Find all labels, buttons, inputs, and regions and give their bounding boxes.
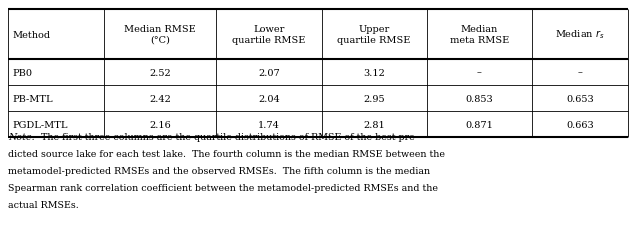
Text: 0.871: 0.871 (465, 120, 493, 129)
Text: metamodel-predicted RMSEs and the observed RMSEs.  The fifth column is the media: metamodel-predicted RMSEs and the observ… (8, 166, 430, 175)
Text: dicted source lake for each test lake.  The fourth column is the median RMSE bet: dicted source lake for each test lake. T… (8, 149, 445, 158)
Text: Median $r_s$: Median $r_s$ (555, 28, 605, 41)
Text: 2.04: 2.04 (258, 94, 280, 103)
Text: The first three columns are the quartile distributions of RMSE of the best pre-: The first three columns are the quartile… (35, 132, 418, 141)
Text: 2.95: 2.95 (364, 94, 385, 103)
Text: Lower
quartile RMSE: Lower quartile RMSE (232, 25, 306, 45)
Text: 2.07: 2.07 (258, 68, 280, 77)
Text: Median RMSE
(°C): Median RMSE (°C) (124, 25, 196, 45)
Text: actual RMSEs.: actual RMSEs. (8, 200, 79, 209)
Text: Spearman rank correlation coefficient between the metamodel-predicted RMSEs and : Spearman rank correlation coefficient be… (8, 183, 438, 192)
Text: PGDL-MTL: PGDL-MTL (12, 120, 67, 129)
Text: Median
meta RMSE: Median meta RMSE (450, 25, 509, 45)
Text: 0.853: 0.853 (465, 94, 493, 103)
Text: PB0: PB0 (12, 68, 32, 77)
Text: Note.: Note. (8, 132, 35, 141)
Text: 3.12: 3.12 (364, 68, 385, 77)
Text: –: – (577, 68, 582, 77)
Text: –: – (477, 68, 482, 77)
Text: 2.42: 2.42 (149, 94, 171, 103)
Text: PB-MTL: PB-MTL (12, 94, 52, 103)
Text: 2.16: 2.16 (149, 120, 171, 129)
Text: 0.663: 0.663 (566, 120, 594, 129)
Text: 2.52: 2.52 (149, 68, 171, 77)
Text: 2.81: 2.81 (364, 120, 385, 129)
Text: 1.74: 1.74 (258, 120, 280, 129)
Text: Upper
quartile RMSE: Upper quartile RMSE (337, 25, 411, 45)
Text: Method: Method (12, 30, 50, 39)
Text: 0.653: 0.653 (566, 94, 594, 103)
